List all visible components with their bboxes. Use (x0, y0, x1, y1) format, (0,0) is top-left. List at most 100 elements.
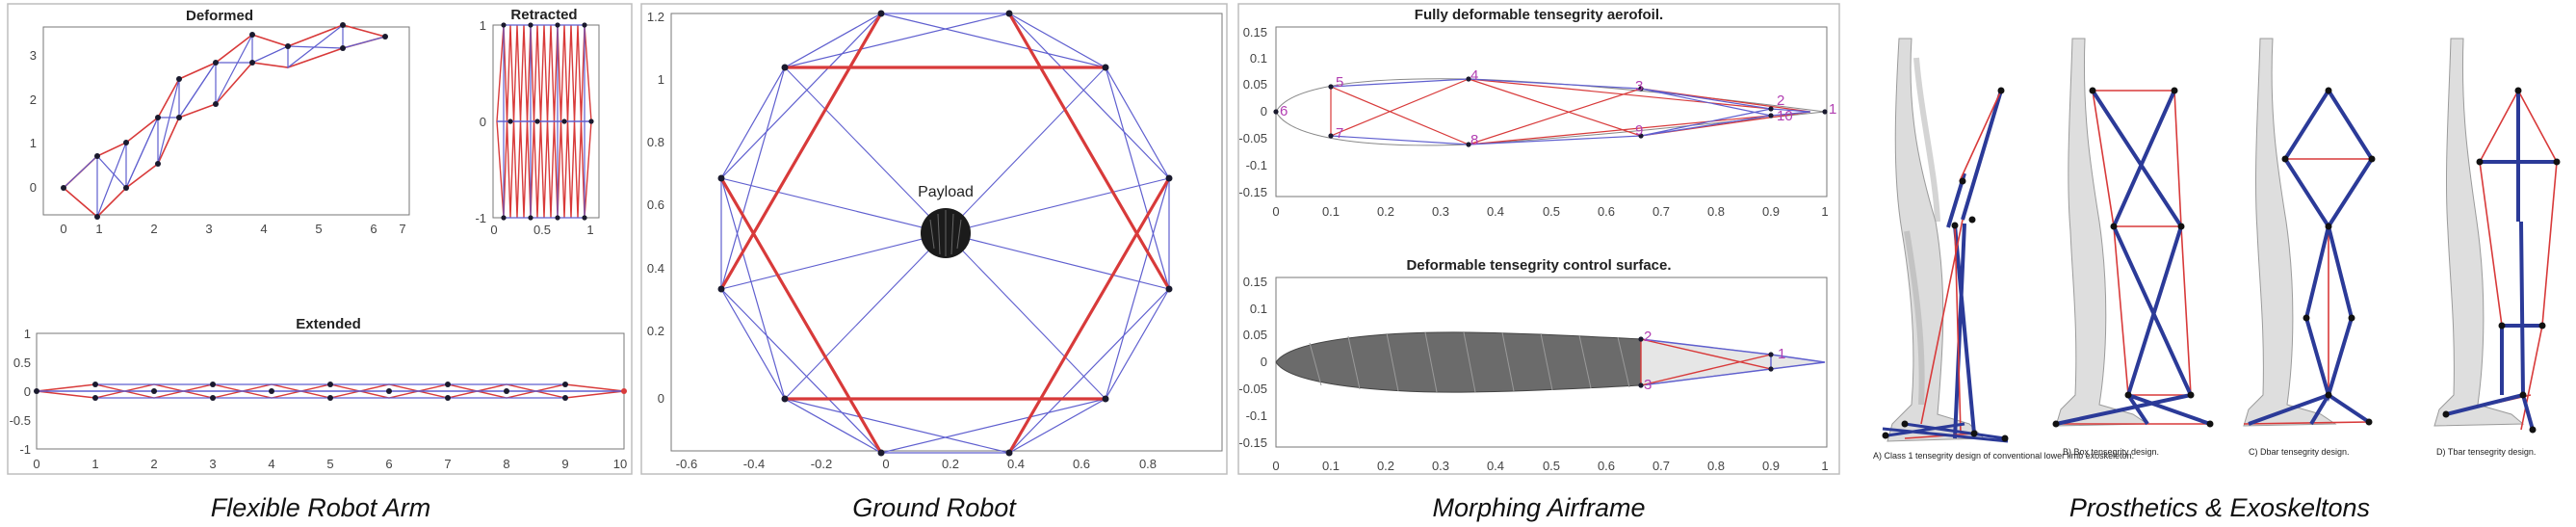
node (213, 101, 219, 107)
aerofoil-y-ticks: 0.15 0.1 0.05 0 -0.05 -0.1 -0.15 (1238, 25, 1267, 199)
tick-label: 5 (315, 222, 322, 236)
extended-plot: Extended 0 1 2 3 4 5 6 7 8 9 10 1 0.5 0 … (10, 316, 628, 471)
node (92, 382, 98, 387)
bars (1330, 78, 1811, 145)
node (386, 388, 392, 394)
tick-label: -0.2 (811, 457, 832, 471)
tick-label: 9 (561, 457, 568, 471)
tick-label: 0.8 (1139, 457, 1157, 471)
node (151, 388, 157, 394)
bar-chain (63, 24, 386, 189)
node (1822, 109, 1828, 115)
tick-label: 0.3 (1432, 459, 1449, 473)
tick-label: -1 (19, 442, 31, 457)
node (2187, 391, 2195, 399)
node (123, 140, 129, 145)
deformed-y-ticks: 3 2 1 0 (30, 48, 37, 195)
node (561, 119, 567, 124)
node (781, 395, 789, 403)
node (717, 174, 725, 182)
control-nodes (1638, 336, 1774, 388)
tick-label: 0 (33, 457, 39, 471)
node-number: 1 (1829, 101, 1836, 118)
tick-label: 0.2 (1377, 204, 1394, 219)
tick-label: 1 (1821, 204, 1828, 219)
node (582, 22, 587, 28)
node (249, 60, 255, 66)
node (562, 382, 568, 387)
caption-prosthetics: Prosthetics & Exoskeltons (2069, 493, 2370, 522)
tick-label: 3 (205, 222, 212, 236)
tick-label: 1 (1821, 459, 1828, 473)
node (327, 395, 333, 401)
extended-x-ticks: 0 1 2 3 4 5 6 7 8 9 10 (33, 457, 627, 471)
node (2498, 322, 2506, 329)
leg-d-nodes (2442, 87, 2561, 434)
node (1638, 133, 1644, 139)
node (1005, 449, 1013, 457)
node (877, 10, 885, 17)
node (2206, 420, 2214, 428)
tick-label: 0.1 (1250, 302, 1267, 316)
leg-silhouette (2243, 38, 2337, 427)
tick-label: 0.3 (1432, 204, 1449, 219)
node (2368, 155, 2376, 163)
node (2442, 410, 2450, 418)
tick-label: 1 (30, 136, 37, 150)
retracted-structure (496, 22, 594, 221)
caption-robot-arm: Flexible Robot Arm (211, 493, 431, 522)
tick-label: 2 (150, 457, 157, 471)
node (2476, 158, 2484, 166)
tick-label: 0 (882, 457, 889, 471)
node (1638, 382, 1644, 388)
tick-label: 1 (480, 18, 486, 33)
ground-x-ticks: -0.6 -0.4 -0.2 0 0.2 0.4 0.6 0.8 (676, 457, 1157, 471)
node (2348, 314, 2355, 322)
robot-arm-frame (7, 3, 633, 475)
tick-label: 1 (24, 327, 31, 341)
node (621, 388, 627, 394)
node (1466, 76, 1471, 82)
tick-label: 0.6 (1598, 459, 1615, 473)
tick-label: 0.1 (1322, 204, 1340, 219)
node-number: 6 (1280, 103, 1288, 119)
node (504, 388, 509, 394)
tick-label: 0.05 (1243, 77, 1267, 92)
retracted-plot: Retracted 0 0.5 1 1 0 -1 (475, 7, 600, 237)
foot-struts (1882, 422, 2009, 443)
node (1273, 109, 1279, 115)
leg-silhouette (2055, 38, 2149, 427)
node (249, 32, 255, 38)
node (2365, 418, 2373, 426)
tick-label: 0.8 (1707, 459, 1725, 473)
tick-label: 0.8 (1707, 204, 1725, 219)
node (1768, 113, 1774, 119)
aerofoil-nodes (1273, 76, 1828, 147)
tick-label: 0.6 (1598, 204, 1615, 219)
tick-label: 0.2 (1377, 459, 1394, 473)
tick-label: -0.15 (1238, 185, 1267, 199)
tick-label: 0.1 (1322, 459, 1340, 473)
tick-label: 1 (95, 222, 102, 236)
node (1102, 64, 1109, 71)
node (1328, 84, 1334, 90)
node (176, 76, 182, 82)
node (1768, 366, 1774, 372)
node (2177, 223, 2185, 230)
node (1102, 395, 1109, 403)
node (501, 215, 507, 221)
tick-label: 8 (503, 457, 509, 471)
tick-label: 1.2 (647, 10, 664, 24)
node (92, 395, 98, 401)
tick-label: 0.4 (1487, 204, 1504, 219)
node-number: 10 (1777, 108, 1793, 124)
tick-label: 3 (209, 457, 216, 471)
wing-texture (1309, 331, 1630, 393)
tick-label: 0.7 (1652, 204, 1670, 219)
retracted-title: Retracted (510, 7, 577, 23)
node (528, 215, 533, 221)
bars (719, 13, 1171, 454)
node (2089, 87, 2096, 94)
node (94, 153, 100, 159)
node-number: 2 (1777, 92, 1784, 109)
